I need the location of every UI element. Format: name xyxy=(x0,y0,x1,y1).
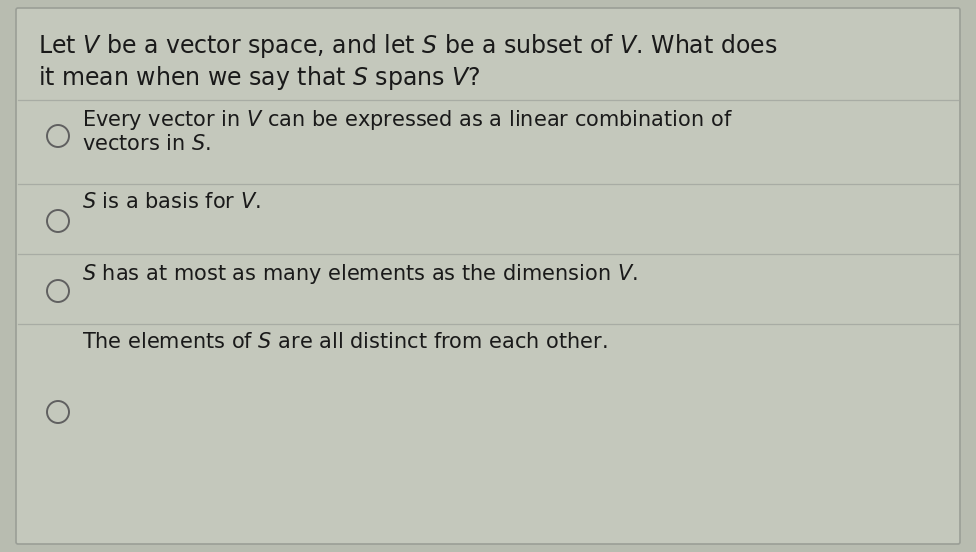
FancyBboxPatch shape xyxy=(16,8,960,544)
Text: $\mathit{S}$ is a basis for $\mathit{V}$.: $\mathit{S}$ is a basis for $\mathit{V}$… xyxy=(82,192,261,212)
Text: it mean when we say that $\mathit{S}$ spans $\mathit{V}$?: it mean when we say that $\mathit{S}$ sp… xyxy=(38,64,480,92)
Text: Every vector in $\mathit{V}$ can be expressed as a linear combination of: Every vector in $\mathit{V}$ can be expr… xyxy=(82,108,733,132)
Text: Let $\mathit{V}$ be a vector space, and let $\mathit{S}$ be a subset of $\mathit: Let $\mathit{V}$ be a vector space, and … xyxy=(38,32,778,60)
Text: The elements of $\mathit{S}$ are all distinct from each other.: The elements of $\mathit{S}$ are all dis… xyxy=(82,332,608,352)
Text: vectors in $\mathit{S}$.: vectors in $\mathit{S}$. xyxy=(82,134,211,154)
Text: $\mathit{S}$ has at most as many elements as the dimension $\mathit{V}$.: $\mathit{S}$ has at most as many element… xyxy=(82,262,637,286)
